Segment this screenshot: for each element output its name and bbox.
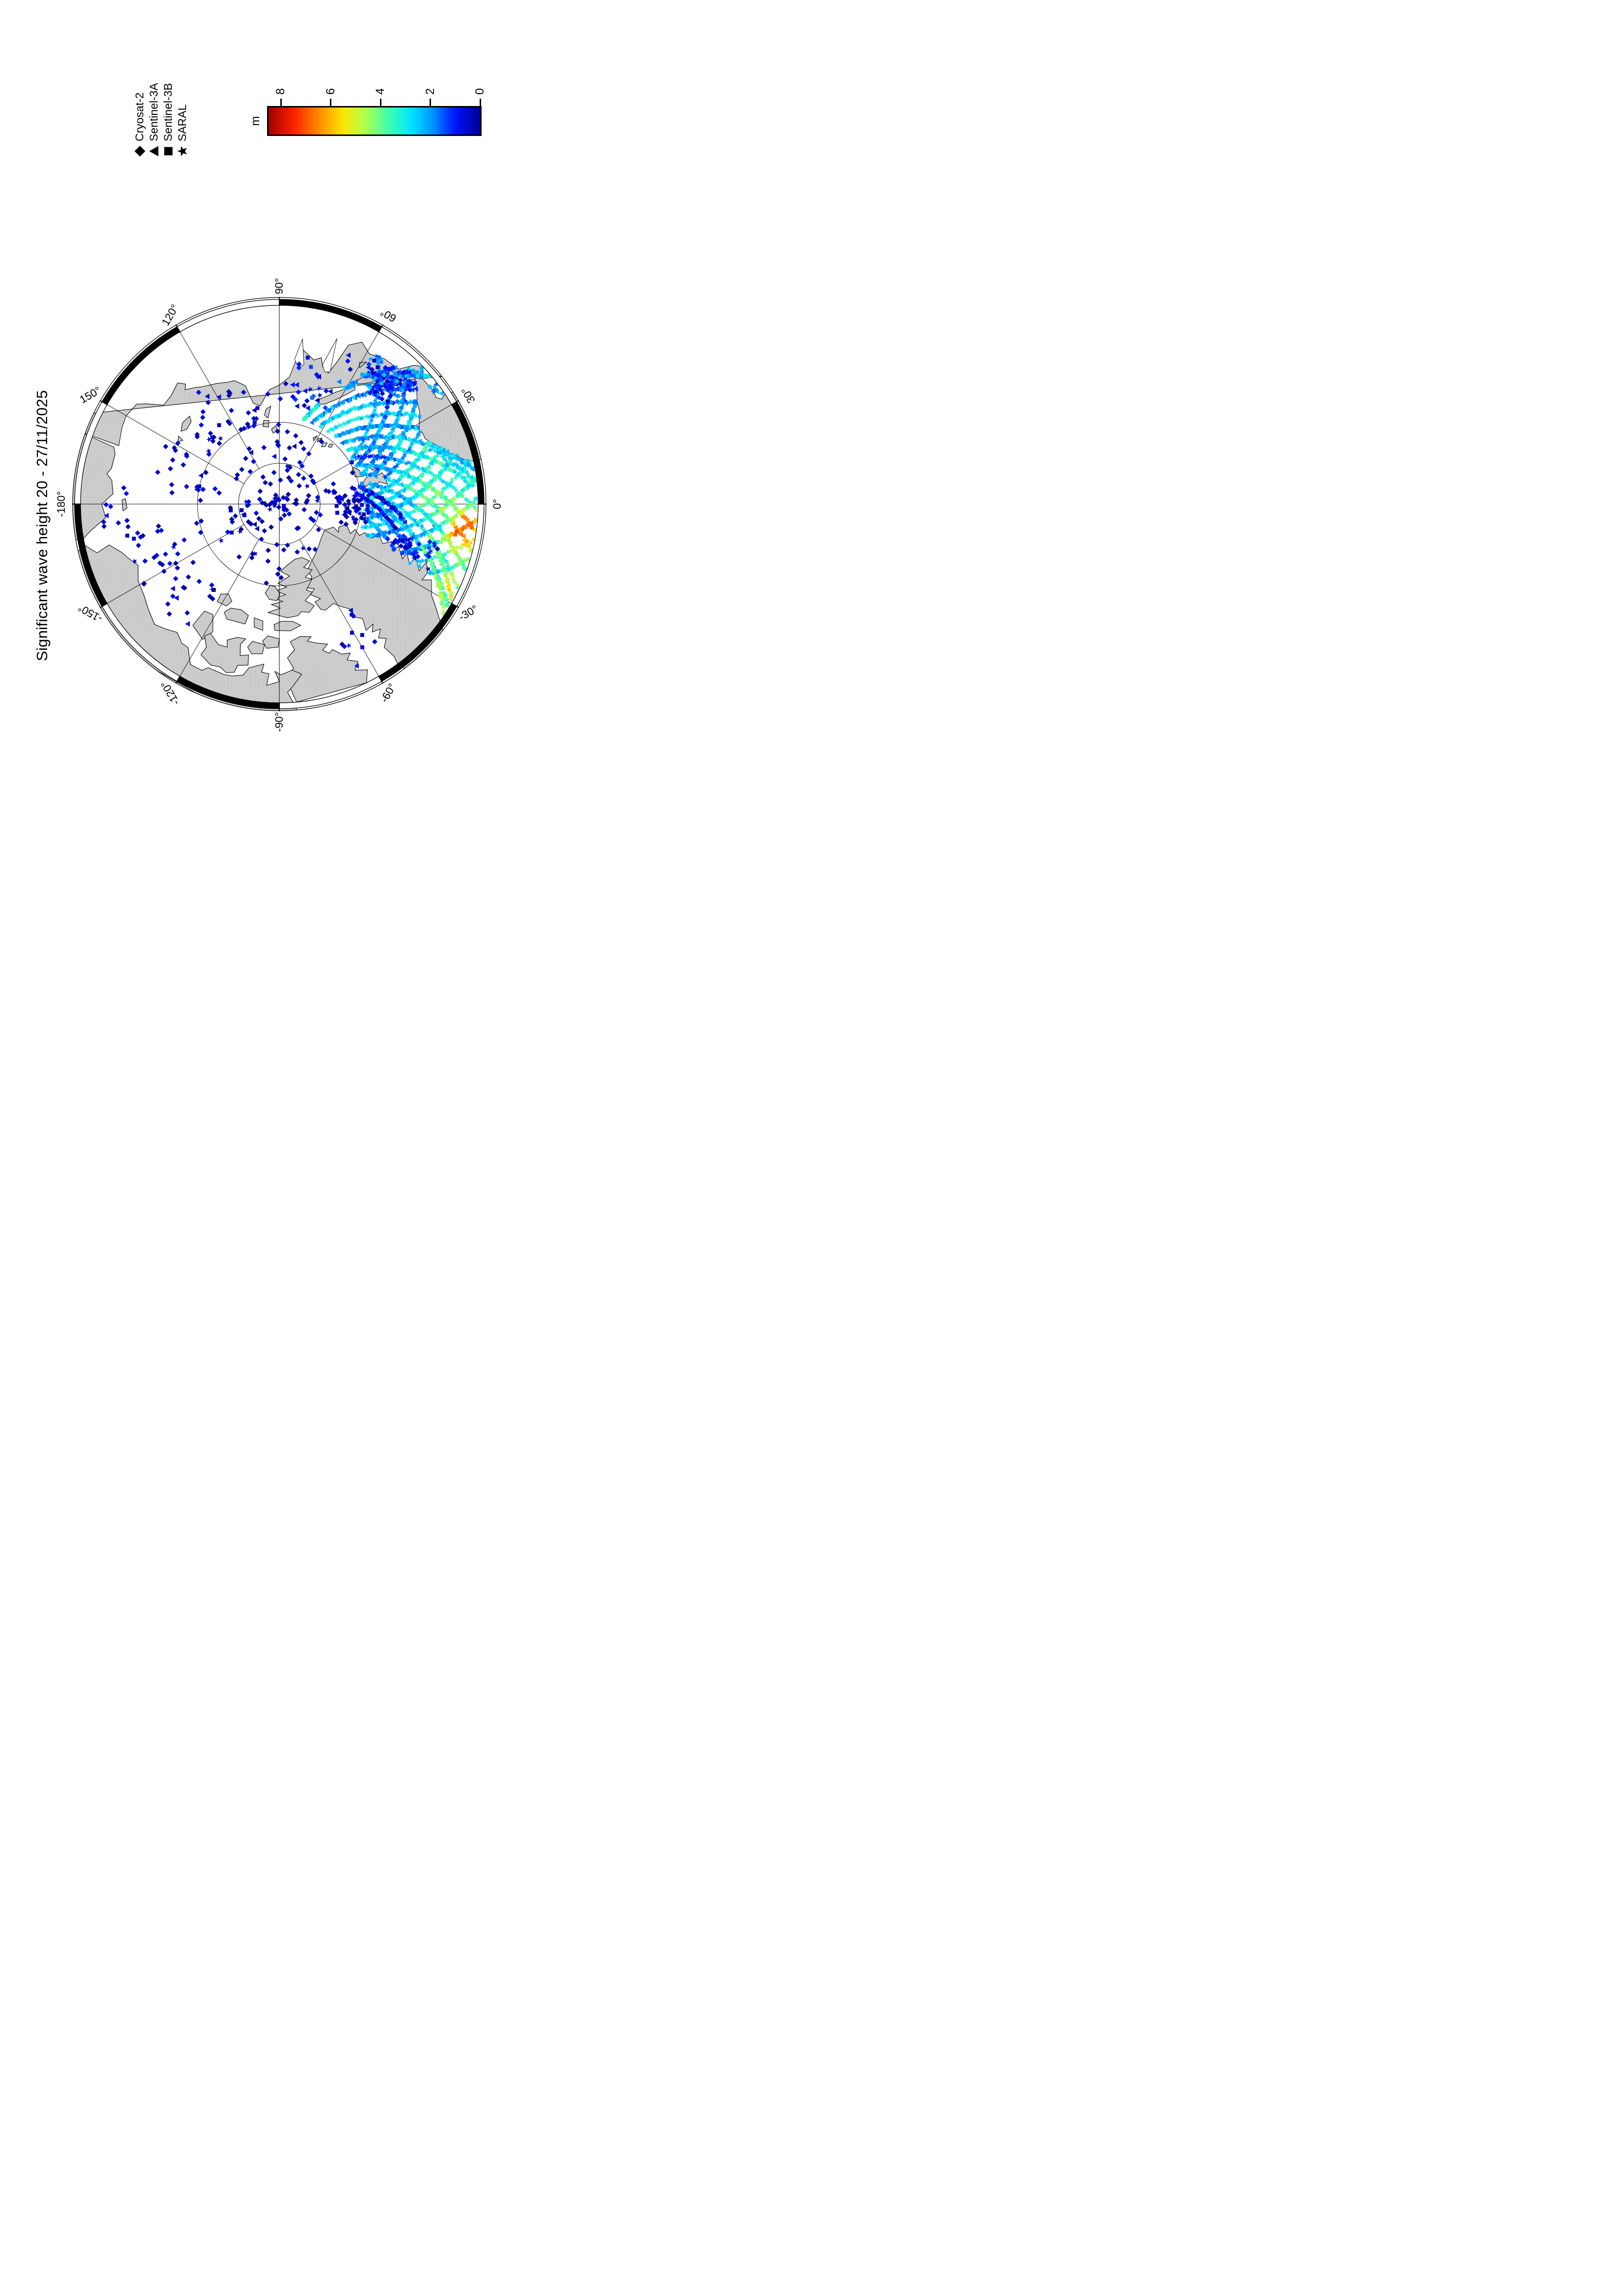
longitude-label: -180° bbox=[55, 491, 67, 517]
triangle-icon bbox=[149, 146, 158, 157]
colorbar-tick-mark bbox=[479, 99, 481, 106]
legend-row-cryosat2: Cryosat-2 bbox=[133, 83, 147, 158]
longitude-label: 0° bbox=[491, 499, 503, 509]
star-icon bbox=[177, 146, 187, 157]
colorbar-tick-label: 8 bbox=[274, 88, 288, 95]
legend-label: SARAL bbox=[176, 104, 189, 141]
colorbar-unit: m bbox=[249, 116, 262, 126]
legend-label: Sentinel-3A bbox=[147, 83, 160, 141]
colorbar-gradient bbox=[269, 107, 480, 134]
colorbar-tick-label: 0 bbox=[473, 88, 487, 95]
satellite-legend: Cryosat-2 Sentinel-3A Sentinel-3B SARAL bbox=[133, 83, 189, 158]
colorbar-frame bbox=[267, 106, 482, 136]
rotated-plot-stage: Significant wave height 20 - 27/11/2025 … bbox=[0, 0, 541, 765]
colorbar-tick-mark bbox=[280, 99, 282, 106]
colorbar-tick-label: 4 bbox=[374, 88, 387, 95]
longitude-label: 90° bbox=[273, 278, 285, 294]
colorbar-tick-label: 2 bbox=[423, 88, 437, 95]
diamond-icon bbox=[134, 146, 145, 157]
colorbar: m 8 6 4 2 0 bbox=[249, 67, 487, 136]
plot-title: Significant wave height 20 - 27/11/2025 bbox=[33, 390, 51, 661]
colorbar-tick-label: 6 bbox=[324, 88, 337, 95]
colorbar-tick-mark bbox=[330, 99, 332, 106]
legend-row-saral: SARAL bbox=[175, 83, 189, 158]
colorbar-tick-mark bbox=[379, 99, 381, 106]
legend-label: Cryosat-2 bbox=[133, 92, 146, 141]
square-icon bbox=[164, 147, 172, 156]
legend-row-sentinel3a: Sentinel-3A bbox=[147, 83, 161, 158]
legend-label: Sentinel-3B bbox=[162, 83, 174, 141]
longitude-label: -90° bbox=[273, 712, 285, 732]
legend-row-sentinel3b: Sentinel-3B bbox=[161, 83, 175, 158]
colorbar-tick-mark bbox=[430, 99, 432, 106]
